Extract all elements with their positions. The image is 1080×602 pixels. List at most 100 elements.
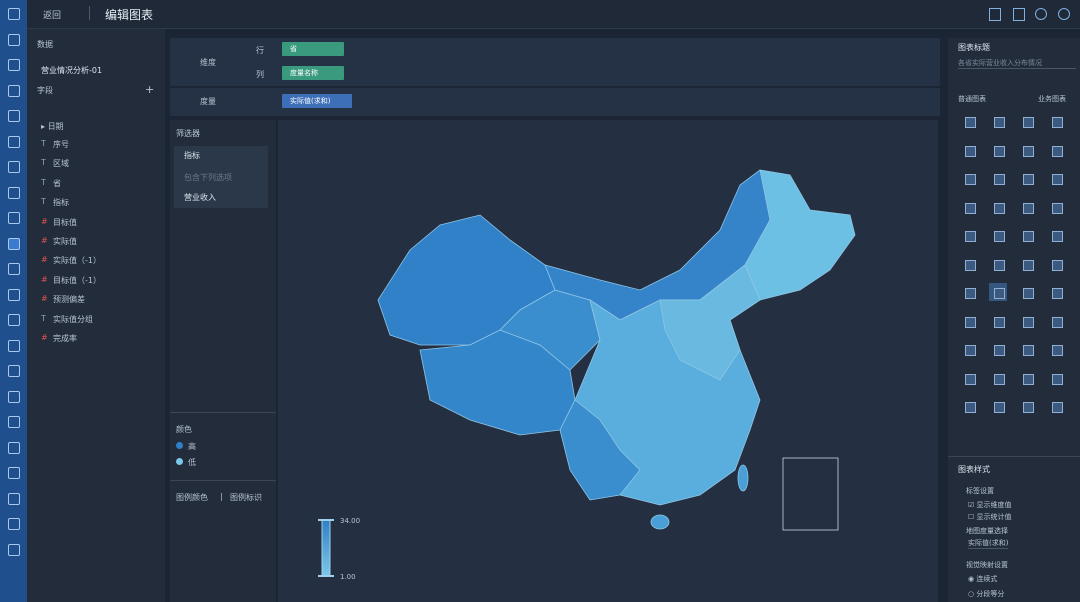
chart-type-glyph	[1023, 288, 1034, 299]
legend-tab[interactable]: 图例颜色	[176, 493, 208, 502]
nav-icon[interactable]	[8, 467, 20, 479]
nav-icon[interactable]	[8, 365, 20, 377]
measure-select[interactable]: 实际值(求和)	[968, 539, 1009, 549]
nav-icon[interactable]	[8, 543, 20, 556]
dataset-name[interactable]: 营业情况分析-01	[41, 66, 103, 75]
nav-icon[interactable]	[8, 212, 20, 224]
field-name[interactable]: 目标值	[53, 217, 77, 227]
nav-icon[interactable]	[8, 288, 20, 301]
nav-icon[interactable]	[8, 8, 20, 20]
nav-icon[interactable]	[8, 390, 20, 403]
map-chart: 1.00 34.00	[278, 120, 938, 602]
setting-label: 视觉映射设置	[966, 561, 1008, 569]
nav-icon[interactable]	[8, 135, 20, 148]
checkbox[interactable]: ☐ 显示统计值	[968, 513, 1012, 521]
field-name[interactable]: 区域	[53, 159, 69, 169]
chart-type-glyph	[965, 345, 976, 356]
settings-panel: 图表标题 各省实际营业收入分布情况 普通图表 业务图表 图表样式 标签设置 ☑ …	[948, 38, 1080, 602]
checkbox[interactable]: ☑ 显示维度值	[968, 501, 1012, 509]
help-icon[interactable]	[1058, 8, 1070, 20]
field-name[interactable]: 目标值（-1）	[53, 275, 101, 285]
field-icon: T	[41, 139, 46, 148]
nav-icon[interactable]	[8, 314, 20, 326]
field-name[interactable]: 省	[53, 178, 61, 188]
nav-icon[interactable]	[8, 59, 20, 71]
field-chip[interactable]: 实际值(求和)	[282, 94, 352, 108]
tab[interactable]: 普通图表	[958, 95, 986, 103]
chart-type-glyph	[965, 174, 976, 185]
nav-icon[interactable]	[8, 84, 20, 97]
nav-icon[interactable]	[8, 186, 20, 199]
map-region[interactable]	[737, 464, 749, 492]
setting-label: 地图度量选择	[966, 527, 1008, 535]
chart-type-glyph	[994, 231, 1005, 242]
field-icon: #	[41, 255, 48, 265]
chart-type-glyph	[1052, 402, 1063, 413]
field-icon: #	[41, 274, 48, 284]
nav-icon[interactable]	[8, 416, 20, 428]
filter-option[interactable]: 营业收入	[184, 193, 216, 202]
map-region[interactable]	[659, 264, 761, 381]
field-name[interactable]: 指标	[53, 198, 69, 208]
field-name[interactable]: 序号	[53, 140, 69, 149]
chart-type-glyph	[965, 288, 976, 299]
field-chip[interactable]: 省	[282, 42, 344, 56]
nav-icon[interactable]	[8, 492, 20, 505]
date-group[interactable]: ▸ 日期	[41, 122, 64, 131]
legend-label: 1.00	[340, 573, 356, 581]
undo-icon[interactable]	[1035, 8, 1047, 20]
field-name[interactable]: 实际值（-1）	[53, 256, 101, 266]
section-title[interactable]: 图表样式	[958, 465, 990, 474]
filter-mode[interactable]: 包含下列选项	[184, 173, 232, 182]
chart-type-glyph	[994, 373, 1005, 385]
map-region[interactable]	[559, 399, 641, 501]
chart-type-glyph	[1052, 231, 1063, 242]
nav-icon[interactable]	[8, 339, 20, 352]
nav-icon[interactable]	[8, 518, 20, 530]
field-name[interactable]: 实际值	[53, 237, 77, 246]
chart-type-glyph	[1023, 117, 1034, 128]
map-region[interactable]	[744, 169, 856, 301]
field-icon: #	[41, 333, 48, 342]
back-button[interactable]: 返回	[43, 11, 62, 21]
add-button[interactable]: +	[145, 83, 155, 96]
chart-type-glyph	[1023, 402, 1034, 413]
field-name[interactable]: 实际值分组	[53, 314, 93, 324]
color-low: 低	[188, 458, 196, 467]
chart-type-glyph	[1023, 259, 1034, 271]
chart-type-glyph	[994, 288, 1005, 299]
radio[interactable]: ◉ 连续式	[968, 575, 998, 583]
nav-icon[interactable]	[8, 263, 20, 275]
radio[interactable]: ○ 分段等分	[968, 590, 1005, 598]
field-chip[interactable]: 度量名称	[282, 66, 344, 80]
chart-type-glyph	[994, 402, 1005, 413]
chart-type-glyph	[994, 145, 1005, 157]
chart-icon[interactable]	[989, 8, 1001, 21]
nav-icon[interactable]	[8, 441, 20, 454]
nav-icon[interactable]	[8, 33, 20, 46]
chart-type-glyph	[1052, 145, 1063, 157]
date-group-label: 日期	[47, 122, 64, 131]
data-panel: 数据 营业情况分析-01 字段 + ▸ 日期 T 序号 T 区域 T 省 T 指标 # 目标值 # 实…	[27, 29, 165, 602]
print-icon[interactable]	[1013, 8, 1025, 21]
legend-tab[interactable]: 图例标识	[230, 493, 262, 502]
nav-icon[interactable]	[8, 237, 20, 250]
radio-label: 分段等分	[976, 590, 1005, 598]
field-icon: T	[41, 177, 46, 187]
map-region[interactable]	[650, 514, 670, 530]
color-title: 颜色	[176, 425, 192, 434]
shelf-label: 列	[256, 70, 264, 79]
nav-icon[interactable]	[8, 110, 20, 122]
field-icon: T	[41, 158, 46, 168]
chart-type-glyph	[965, 259, 976, 271]
field-name[interactable]: 预测偏差	[53, 295, 85, 305]
page-title: 编辑图表	[105, 8, 154, 22]
field-name[interactable]: 完成率	[53, 334, 77, 343]
chart-type-glyph	[994, 345, 1005, 356]
title-input[interactable]: 各省实际营业收入分布情况	[958, 58, 1076, 69]
nav-icon[interactable]	[8, 161, 20, 173]
chart-type-glyph	[965, 117, 976, 128]
filter-field[interactable]: 指标	[184, 151, 200, 160]
tab[interactable]: 业务图表	[1038, 95, 1066, 103]
